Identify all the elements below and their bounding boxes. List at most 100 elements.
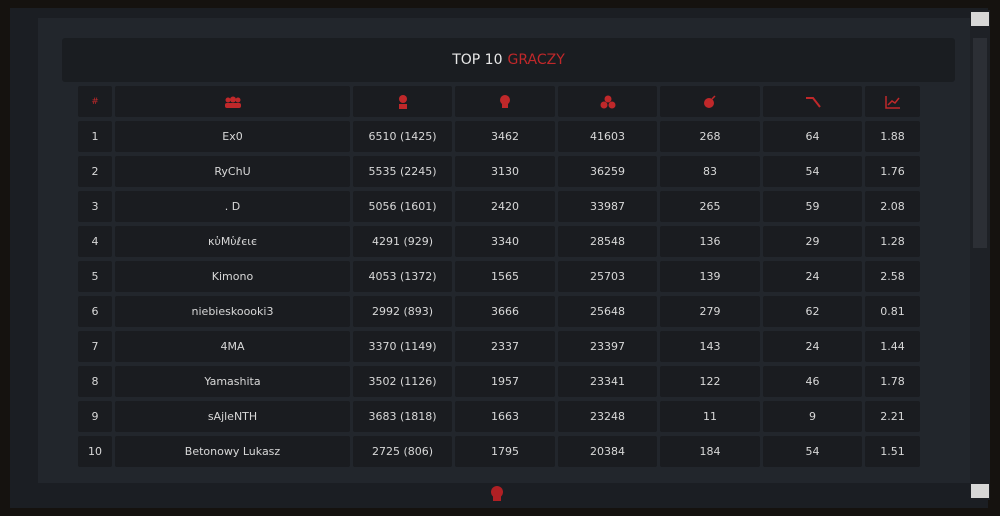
table-cell: 23341	[558, 366, 657, 397]
table-row: 1 Ex0 6510 (1425) 3462 41603 268 64 1.88	[78, 121, 920, 152]
table-cell: 25703	[558, 261, 657, 292]
table-cell: RyChU	[115, 156, 350, 187]
table-cell: Yamashita	[115, 366, 350, 397]
header-icon	[660, 86, 760, 117]
scrollbar[interactable]	[970, 10, 990, 500]
table-row: 9 sAjleNTH 3683 (1818) 1663 23248 11 9 2.21	[78, 401, 920, 432]
table-cell: 29	[763, 226, 862, 257]
table-cell: 4053 (1372)	[353, 261, 452, 292]
table-cell: 9	[78, 401, 112, 432]
table-cell: 2337	[455, 331, 555, 362]
table-cell: 64	[763, 121, 862, 152]
table-cell: 5056 (1601)	[353, 191, 452, 222]
table-cell: 59	[763, 191, 862, 222]
table-row: 7 4MA 3370 (1149) 2337 23397 143 24 1.44	[78, 331, 920, 362]
table-cell: 7	[78, 331, 112, 362]
leaderboard-table: # 1 Ex0 6510 (1425) 3462 41603 268 64 1.88 2 RyCh…	[78, 86, 920, 471]
header-icon	[353, 86, 452, 117]
table-cell: 5	[78, 261, 112, 292]
table-cell: niebieskoooki3	[115, 296, 350, 327]
table-cell: 268	[660, 121, 760, 152]
table-cell: 23248	[558, 401, 657, 432]
table-row: 3. D 5056 (1601) 2420 33987 265 59 2.08	[78, 191, 920, 222]
table-cell: 3340	[455, 226, 555, 257]
table-cell: 1663	[455, 401, 555, 432]
table-cell: 36259	[558, 156, 657, 187]
table-cell: Ex0	[115, 121, 350, 152]
table-cell: 6510 (1425)	[353, 121, 452, 152]
table-cell: 3130	[455, 156, 555, 187]
table-cell: 1.28	[865, 226, 920, 257]
table-cell: . D	[115, 191, 350, 222]
table-cell: 1795	[455, 436, 555, 467]
table-cell: 3370 (1149)	[353, 331, 452, 362]
table-cell: 4MA	[115, 331, 350, 362]
table-cell: 2.08	[865, 191, 920, 222]
table-cell: 2992 (893)	[353, 296, 452, 327]
table-cell: 143	[660, 331, 760, 362]
scroll-down[interactable]	[971, 484, 989, 498]
table-cell: 1.44	[865, 331, 920, 362]
table-row: 6 niebieskoooki3 2992 (893) 3666 25648 279 62 0…	[78, 296, 920, 327]
table-cell: 62	[763, 296, 862, 327]
table-cell: 23397	[558, 331, 657, 362]
table-cell: 2725 (806)	[353, 436, 452, 467]
table-cell: 6	[78, 296, 112, 327]
table-cell: 1.51	[865, 436, 920, 467]
table-cell: κὑΜὑℓєιє	[115, 226, 350, 257]
title-bar: TOP 10 GRACZY	[62, 38, 955, 82]
table-cell: 83	[660, 156, 760, 187]
table-cell: 279	[660, 296, 760, 327]
table-cell: 1	[78, 121, 112, 152]
table-row: 2 RyChU 5535 (2245) 3130 36259 83 54 1.76	[78, 156, 920, 187]
table-cell: sAjleNTH	[115, 401, 350, 432]
table-cell: 4291 (929)	[353, 226, 452, 257]
header-icon	[558, 86, 657, 117]
table-cell: 1.76	[865, 156, 920, 187]
header-icon	[455, 86, 555, 117]
table-cell: 33987	[558, 191, 657, 222]
table-cell: 41603	[558, 121, 657, 152]
table-cell: 2.21	[865, 401, 920, 432]
table-row: 10 Betonowy Lukasz 2725 (806) 1795 20384 184 5…	[78, 436, 920, 467]
scroll-thumb[interactable]	[973, 38, 987, 248]
header-icon	[763, 86, 862, 117]
table-cell: 54	[763, 436, 862, 467]
table-cell: 122	[660, 366, 760, 397]
table-cell: 139	[660, 261, 760, 292]
table-cell: 0.81	[865, 296, 920, 327]
table-cell: 3666	[455, 296, 555, 327]
table-cell: 2.58	[865, 261, 920, 292]
table-cell: 3462	[455, 121, 555, 152]
table-cell: 136	[660, 226, 760, 257]
title-highlight: GRACZY	[507, 52, 565, 68]
table-cell: 20384	[558, 436, 657, 467]
header-icon	[115, 86, 350, 117]
table-cell: 184	[660, 436, 760, 467]
table-cell: 1565	[455, 261, 555, 292]
header-row: #	[78, 86, 920, 117]
table-cell: 9	[763, 401, 862, 432]
table-cell: 28548	[558, 226, 657, 257]
table-cell: 46	[763, 366, 862, 397]
table-cell: 24	[763, 331, 862, 362]
header-cell: #	[78, 86, 112, 117]
table-cell: 1.88	[865, 121, 920, 152]
table-cell: 3683 (1818)	[353, 401, 452, 432]
table-cell: 24	[763, 261, 862, 292]
table-row: 4 κὑΜὑℓєιє 4291 (929) 3340 28548 136 29 1.28	[78, 226, 920, 257]
table-row: 5 Kimono 4053 (1372) 1565 25703 139 24 2.58	[78, 261, 920, 292]
scroll-up[interactable]	[971, 12, 989, 26]
table-row: 8 Yamashita 3502 (1126) 1957 23341 122 46 1.78	[78, 366, 920, 397]
table-cell: 3502 (1126)	[353, 366, 452, 397]
table-cell: 54	[763, 156, 862, 187]
table-cell: 25648	[558, 296, 657, 327]
table-cell: 2420	[455, 191, 555, 222]
table-cell: 4	[78, 226, 112, 257]
table-cell: 5535 (2245)	[353, 156, 452, 187]
table-cell: 10	[78, 436, 112, 467]
table-cell: 8	[78, 366, 112, 397]
title: TOP 10	[452, 52, 503, 68]
logo-icon	[491, 486, 503, 501]
table-cell: 1957	[455, 366, 555, 397]
